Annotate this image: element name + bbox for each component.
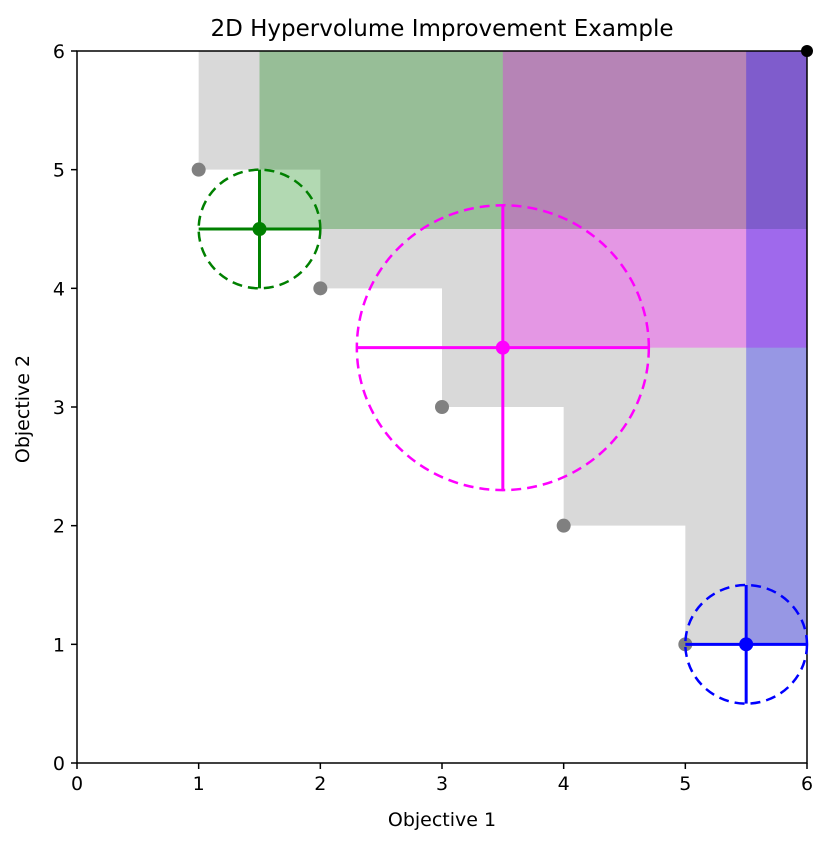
improvement-region-2 (502, 51, 807, 348)
plot-area (76, 45, 813, 764)
y-tick-label-5: 5 (53, 160, 65, 182)
x-tick-label-0: 0 (71, 773, 83, 795)
improvement-region-3 (746, 51, 807, 645)
x-tick-label-4: 4 (558, 773, 570, 795)
x-tick-label-3: 3 (436, 773, 448, 795)
x-axis-label: Objective 1 (388, 809, 496, 831)
y-axis: 0 1 2 3 4 5 6 (53, 41, 77, 775)
x-axis: 0 1 2 3 4 5 6 (71, 763, 813, 795)
x-tick-label-2: 2 (314, 773, 326, 795)
pareto-point-3 (435, 400, 449, 414)
candidate-point-3 (739, 637, 754, 652)
reference-point (801, 45, 813, 57)
pareto-point-1 (191, 162, 206, 177)
y-tick-label-2: 2 (53, 516, 65, 538)
pareto-point-2 (313, 281, 328, 296)
y-tick-label-4: 4 (53, 278, 65, 300)
y-tick-label-1: 1 (53, 634, 65, 656)
y-tick-label-3: 3 (53, 397, 65, 419)
improvement-region-1 (259, 51, 807, 229)
y-tick-label-0: 0 (53, 753, 65, 775)
candidate-point-1 (252, 222, 267, 236)
uncertainty-circle-3 (684, 583, 809, 705)
x-tick-label-5: 5 (679, 773, 691, 795)
candidate-point-2 (495, 340, 510, 355)
x-tick-label-1: 1 (193, 773, 205, 795)
y-axis-label: Objective 2 (12, 355, 34, 463)
y-tick-label-6: 6 (53, 41, 65, 63)
pareto-point-4 (556, 518, 571, 533)
x-tick-label-6: 6 (801, 773, 813, 795)
chart-title: 2D Hypervolume Improvement Example (210, 16, 673, 42)
